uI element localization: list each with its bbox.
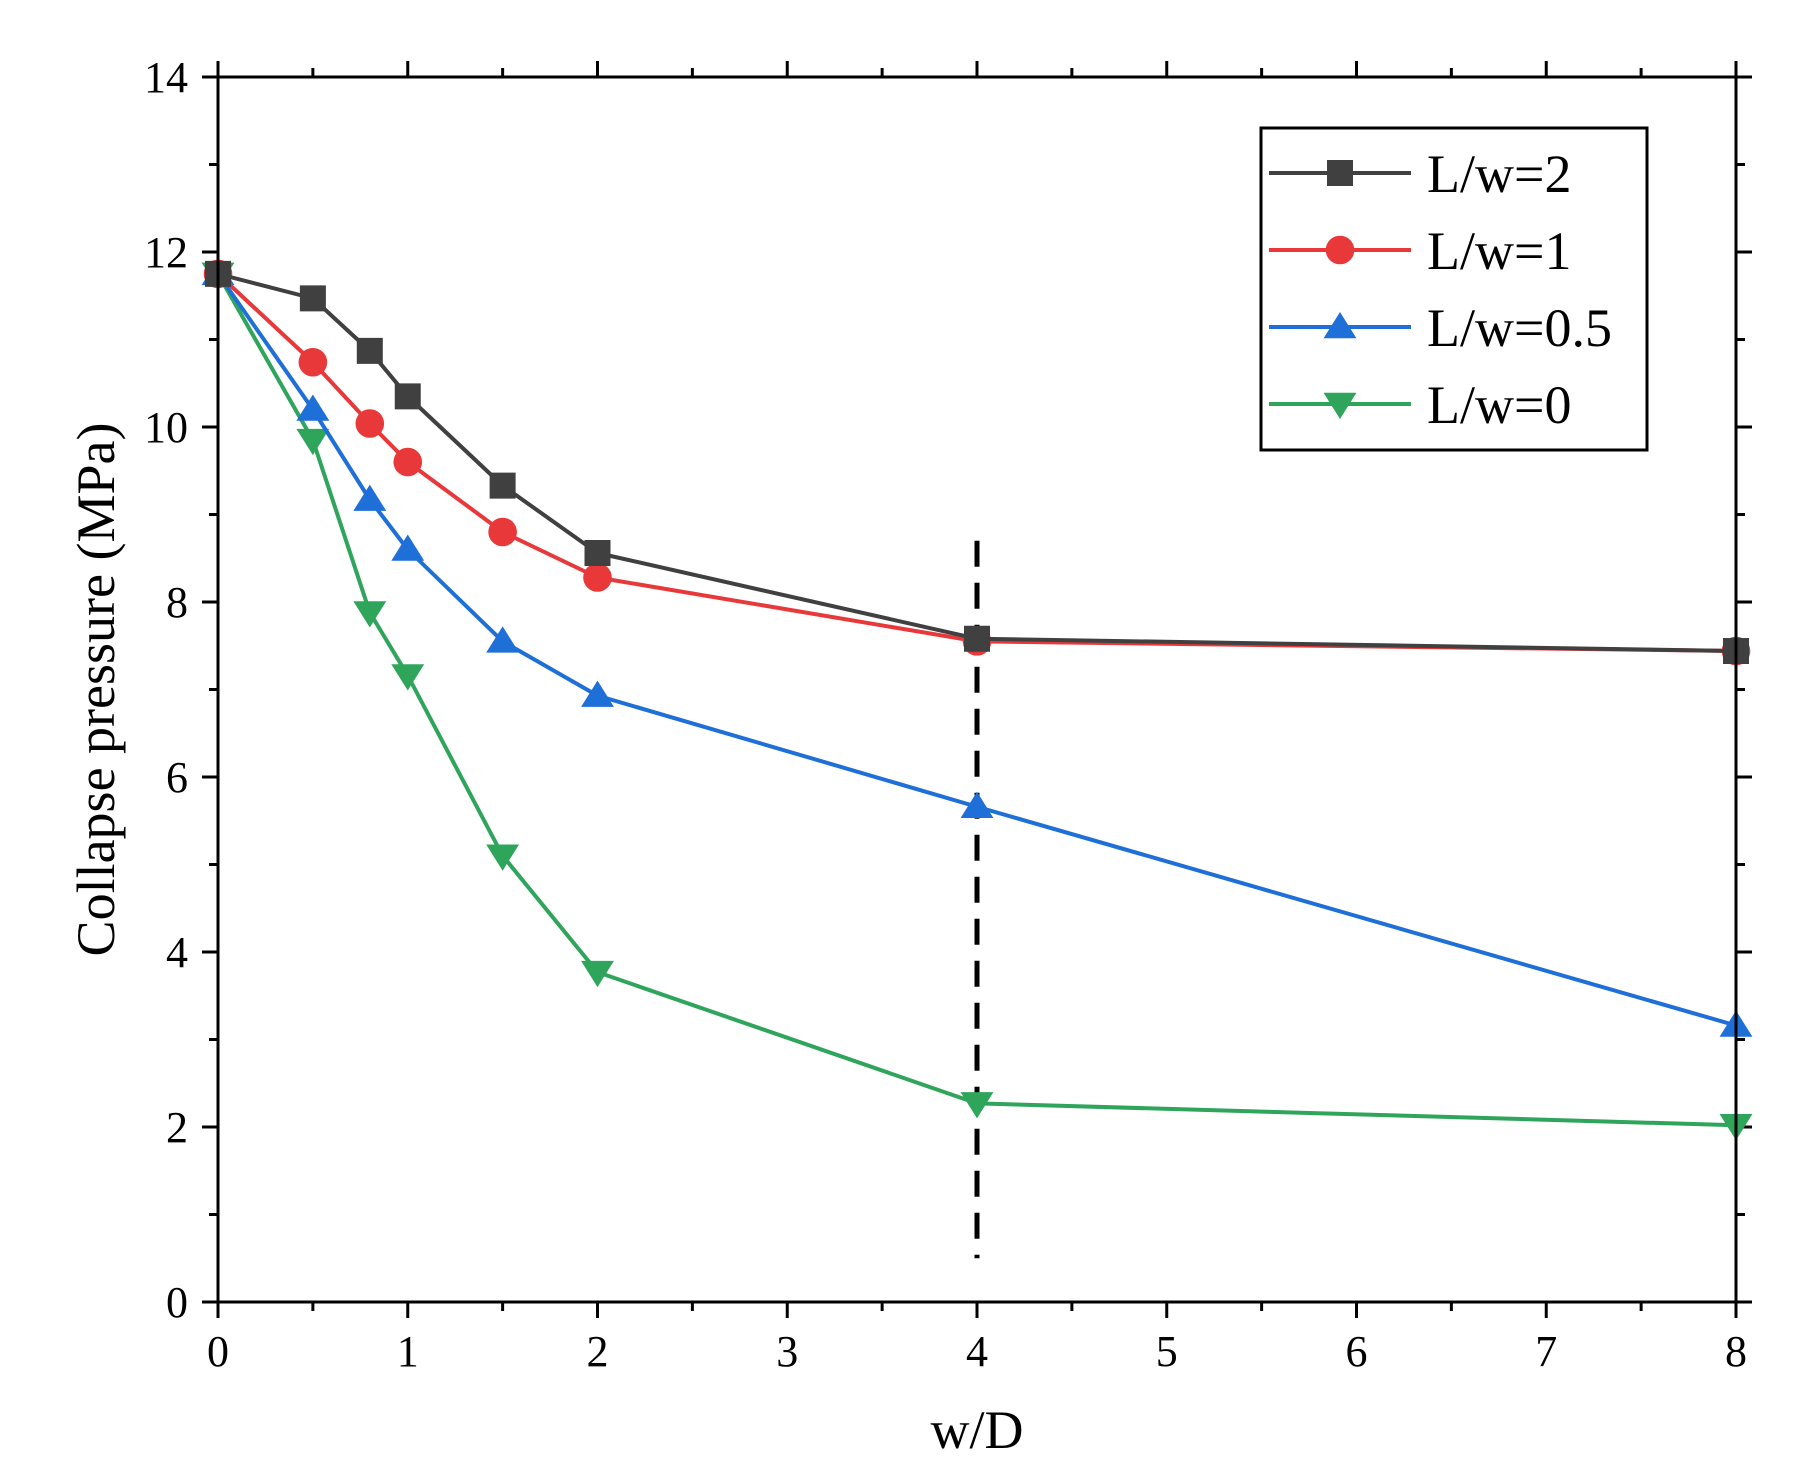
x-tick-label: 1 — [397, 1327, 419, 1376]
data-point — [296, 428, 330, 456]
data-point — [391, 664, 425, 691]
data-point — [581, 960, 614, 988]
x-tick-label: 6 — [1346, 1327, 1368, 1376]
x-tick-label: 3 — [776, 1327, 798, 1376]
y-tick-label: 12 — [144, 228, 188, 277]
x-tick-label: 5 — [1156, 1327, 1178, 1376]
data-point — [581, 680, 614, 707]
y-tick-label: 0 — [166, 1278, 188, 1327]
y-axis-title: Collapse pressure (MPa) — [66, 423, 126, 957]
x-tick-label: 8 — [1725, 1327, 1747, 1376]
legend-label: L/w=2 — [1427, 144, 1571, 204]
y-tick-label: 6 — [166, 753, 188, 802]
data-point — [486, 626, 520, 653]
data-point — [960, 1092, 994, 1119]
data-point — [394, 383, 421, 410]
legend-label: L/w=1 — [1427, 221, 1571, 281]
data-point — [353, 601, 387, 628]
legend-label: L/w=0 — [1427, 375, 1571, 435]
y-tick-label: 10 — [144, 403, 188, 452]
series-group — [201, 258, 1753, 1141]
plot-frame — [216, 75, 1738, 1304]
y-tick-label: 14 — [144, 53, 188, 102]
data-point — [488, 517, 517, 547]
legend-marker — [1325, 235, 1355, 265]
legend-box — [1259, 126, 1649, 452]
legend-entry: L/w=2 — [1269, 144, 1571, 204]
data-point — [964, 625, 990, 652]
legend-entry: L/w=0 — [1269, 375, 1571, 435]
legend: L/w=2 L/w=1 L/w=0.5 L/w=0 — [1259, 126, 1649, 452]
legend-entry: L/w=0.5 — [1269, 298, 1612, 358]
series-line — [216, 271, 1738, 1128]
data-point — [489, 472, 516, 499]
data-point — [584, 540, 611, 566]
series-line — [216, 271, 1738, 1028]
data-point — [393, 447, 423, 477]
legend-marker — [1327, 160, 1353, 186]
data-point — [353, 484, 387, 511]
y-tick-label: 2 — [166, 1103, 188, 1152]
legend-label: L/w=0.5 — [1427, 298, 1612, 358]
data-point — [960, 791, 994, 818]
x-axis-title: w/D — [931, 1400, 1024, 1460]
legend-entry: L/w=1 — [1269, 221, 1571, 281]
data-point — [583, 563, 612, 592]
x-tick-label: 2 — [587, 1327, 609, 1376]
legend-marker — [1323, 392, 1357, 419]
data-point — [355, 409, 385, 438]
series-1 — [205, 260, 1749, 664]
data-point — [486, 844, 520, 871]
data-point — [299, 285, 326, 312]
x-tick-label: 4 — [966, 1327, 988, 1376]
data-point — [356, 337, 383, 364]
data-point — [296, 394, 330, 421]
x-tick-label: 7 — [1535, 1327, 1557, 1376]
data-point — [298, 347, 328, 377]
y-tick-label: 8 — [166, 578, 188, 627]
x-tick-label: 0 — [207, 1327, 229, 1376]
legend-marker — [1323, 312, 1357, 339]
y-tick-label: 4 — [166, 928, 188, 977]
series-4 — [201, 262, 1753, 1141]
data-point — [391, 534, 425, 561]
